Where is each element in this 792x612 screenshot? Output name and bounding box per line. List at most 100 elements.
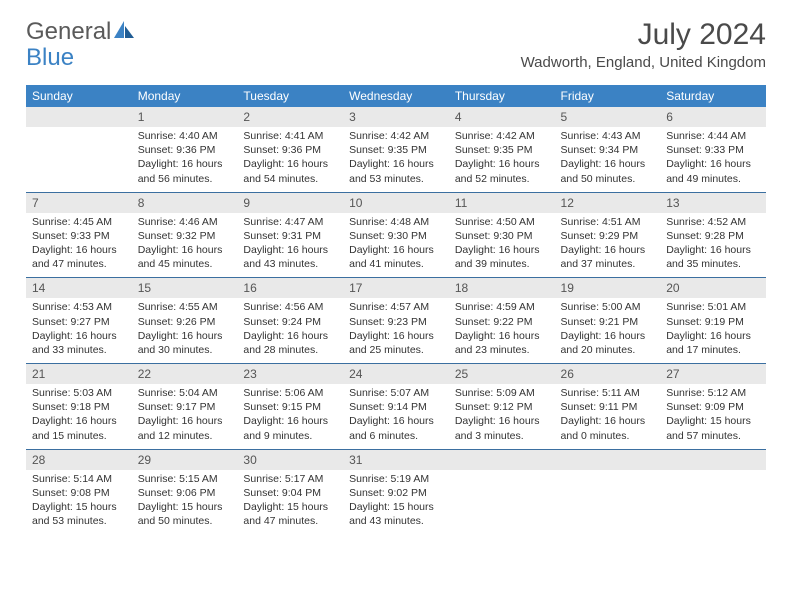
sunrise-line: Sunrise: 5:01 AM — [666, 300, 760, 314]
day-detail-cell: Sunrise: 4:42 AMSunset: 9:35 PMDaylight:… — [449, 127, 555, 192]
day-number-cell: 5 — [555, 107, 661, 127]
day-number-cell: 9 — [237, 192, 343, 213]
sunset-line: Sunset: 9:22 PM — [455, 315, 549, 329]
sunset-line: Sunset: 9:35 PM — [455, 143, 549, 157]
sunset-line: Sunset: 9:33 PM — [666, 143, 760, 157]
day-detail-cell: Sunrise: 5:14 AMSunset: 9:08 PMDaylight:… — [26, 470, 132, 535]
day-detail-cell: Sunrise: 5:01 AMSunset: 9:19 PMDaylight:… — [660, 298, 766, 363]
day-number-cell: 26 — [555, 364, 661, 385]
logo-text-general: General — [26, 18, 111, 46]
sunset-line: Sunset: 9:30 PM — [349, 229, 443, 243]
day-detail-cell: Sunrise: 5:04 AMSunset: 9:17 PMDaylight:… — [132, 384, 238, 449]
daylight-line: Daylight: 16 hours and 15 minutes. — [32, 414, 126, 442]
weekday-header-row: SundayMondayTuesdayWednesdayThursdayFrid… — [26, 85, 766, 107]
day-detail-cell: Sunrise: 4:50 AMSunset: 9:30 PMDaylight:… — [449, 213, 555, 278]
day-number-cell: 6 — [660, 107, 766, 127]
daylight-line: Daylight: 16 hours and 9 minutes. — [243, 414, 337, 442]
day-number-cell: 28 — [26, 449, 132, 470]
sunrise-line: Sunrise: 5:12 AM — [666, 386, 760, 400]
logo: General — [26, 18, 136, 46]
sunset-line: Sunset: 9:18 PM — [32, 400, 126, 414]
sunset-line: Sunset: 9:28 PM — [666, 229, 760, 243]
day-number-cell: 15 — [132, 278, 238, 299]
sunrise-line: Sunrise: 4:41 AM — [243, 129, 337, 143]
daylight-line: Daylight: 16 hours and 23 minutes. — [455, 329, 549, 357]
day-detail-cell: Sunrise: 5:07 AMSunset: 9:14 PMDaylight:… — [343, 384, 449, 449]
sunrise-line: Sunrise: 4:48 AM — [349, 215, 443, 229]
day-number-cell — [449, 449, 555, 470]
day-detail-cell: Sunrise: 5:17 AMSunset: 9:04 PMDaylight:… — [237, 470, 343, 535]
sunrise-line: Sunrise: 4:51 AM — [561, 215, 655, 229]
day-number-cell: 8 — [132, 192, 238, 213]
daylight-line: Daylight: 16 hours and 30 minutes. — [138, 329, 232, 357]
day-detail-cell: Sunrise: 4:48 AMSunset: 9:30 PMDaylight:… — [343, 213, 449, 278]
sunrise-line: Sunrise: 4:42 AM — [455, 129, 549, 143]
sunset-line: Sunset: 9:12 PM — [455, 400, 549, 414]
calendar-table: SundayMondayTuesdayWednesdayThursdayFrid… — [26, 85, 766, 534]
day-detail-cell: Sunrise: 4:42 AMSunset: 9:35 PMDaylight:… — [343, 127, 449, 192]
daylight-line: Daylight: 16 hours and 39 minutes. — [455, 243, 549, 271]
day-detail-cell: Sunrise: 4:47 AMSunset: 9:31 PMDaylight:… — [237, 213, 343, 278]
sunset-line: Sunset: 9:14 PM — [349, 400, 443, 414]
day-detail-row: Sunrise: 5:03 AMSunset: 9:18 PMDaylight:… — [26, 384, 766, 449]
sunset-line: Sunset: 9:06 PM — [138, 486, 232, 500]
day-detail-cell: Sunrise: 4:52 AMSunset: 9:28 PMDaylight:… — [660, 213, 766, 278]
daylight-line: Daylight: 16 hours and 3 minutes. — [455, 414, 549, 442]
daylight-line: Daylight: 16 hours and 52 minutes. — [455, 157, 549, 185]
day-number-row: 123456 — [26, 107, 766, 127]
day-detail-cell — [660, 470, 766, 535]
sunrise-line: Sunrise: 4:46 AM — [138, 215, 232, 229]
day-number-cell: 11 — [449, 192, 555, 213]
sunset-line: Sunset: 9:26 PM — [138, 315, 232, 329]
day-detail-row: Sunrise: 4:40 AMSunset: 9:36 PMDaylight:… — [26, 127, 766, 192]
daylight-line: Daylight: 16 hours and 0 minutes. — [561, 414, 655, 442]
day-number-row: 28293031 — [26, 449, 766, 470]
day-number-cell: 18 — [449, 278, 555, 299]
day-number-cell: 2 — [237, 107, 343, 127]
day-number-cell: 27 — [660, 364, 766, 385]
sunrise-line: Sunrise: 4:52 AM — [666, 215, 760, 229]
location-text: Wadworth, England, United Kingdom — [521, 54, 766, 71]
day-number-cell: 13 — [660, 192, 766, 213]
day-number-cell: 29 — [132, 449, 238, 470]
daylight-line: Daylight: 16 hours and 47 minutes. — [32, 243, 126, 271]
header: General July 2024 Wadworth, England, Uni… — [0, 0, 792, 77]
sunrise-line: Sunrise: 5:00 AM — [561, 300, 655, 314]
daylight-line: Daylight: 16 hours and 37 minutes. — [561, 243, 655, 271]
day-number-cell: 17 — [343, 278, 449, 299]
sunset-line: Sunset: 9:02 PM — [349, 486, 443, 500]
sunset-line: Sunset: 9:11 PM — [561, 400, 655, 414]
sunrise-line: Sunrise: 5:07 AM — [349, 386, 443, 400]
day-detail-cell: Sunrise: 4:57 AMSunset: 9:23 PMDaylight:… — [343, 298, 449, 363]
weekday-header: Friday — [555, 85, 661, 107]
sunrise-line: Sunrise: 4:47 AM — [243, 215, 337, 229]
logo-text-blue: Blue — [26, 44, 74, 72]
day-number-row: 78910111213 — [26, 192, 766, 213]
daylight-line: Daylight: 15 hours and 43 minutes. — [349, 500, 443, 528]
day-detail-cell: Sunrise: 5:15 AMSunset: 9:06 PMDaylight:… — [132, 470, 238, 535]
day-number-cell: 7 — [26, 192, 132, 213]
sunset-line: Sunset: 9:34 PM — [561, 143, 655, 157]
daylight-line: Daylight: 15 hours and 57 minutes. — [666, 414, 760, 442]
sunrise-line: Sunrise: 4:56 AM — [243, 300, 337, 314]
sunrise-line: Sunrise: 5:14 AM — [32, 472, 126, 486]
daylight-line: Daylight: 16 hours and 49 minutes. — [666, 157, 760, 185]
sunset-line: Sunset: 9:21 PM — [561, 315, 655, 329]
sunset-line: Sunset: 9:04 PM — [243, 486, 337, 500]
weekday-header: Sunday — [26, 85, 132, 107]
sunrise-line: Sunrise: 4:59 AM — [455, 300, 549, 314]
day-number-row: 14151617181920 — [26, 278, 766, 299]
day-number-cell: 1 — [132, 107, 238, 127]
day-number-cell: 4 — [449, 107, 555, 127]
daylight-line: Daylight: 16 hours and 41 minutes. — [349, 243, 443, 271]
day-detail-cell: Sunrise: 4:43 AMSunset: 9:34 PMDaylight:… — [555, 127, 661, 192]
day-detail-cell: Sunrise: 4:44 AMSunset: 9:33 PMDaylight:… — [660, 127, 766, 192]
sunset-line: Sunset: 9:30 PM — [455, 229, 549, 243]
daylight-line: Daylight: 16 hours and 33 minutes. — [32, 329, 126, 357]
daylight-line: Daylight: 16 hours and 56 minutes. — [138, 157, 232, 185]
sunset-line: Sunset: 9:36 PM — [138, 143, 232, 157]
day-number-cell — [555, 449, 661, 470]
day-number-cell — [26, 107, 132, 127]
sunrise-line: Sunrise: 4:40 AM — [138, 129, 232, 143]
sunset-line: Sunset: 9:09 PM — [666, 400, 760, 414]
